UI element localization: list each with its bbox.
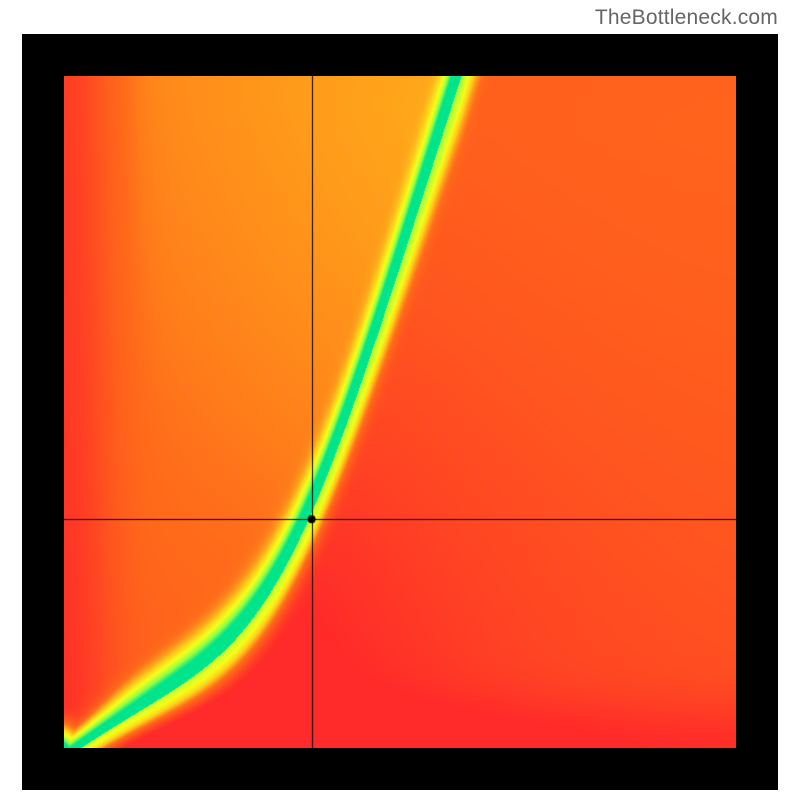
- bottleneck-heatmap: [64, 76, 736, 748]
- chart-frame: [22, 34, 778, 790]
- watermark-text: TheBottleneck.com: [595, 6, 778, 30]
